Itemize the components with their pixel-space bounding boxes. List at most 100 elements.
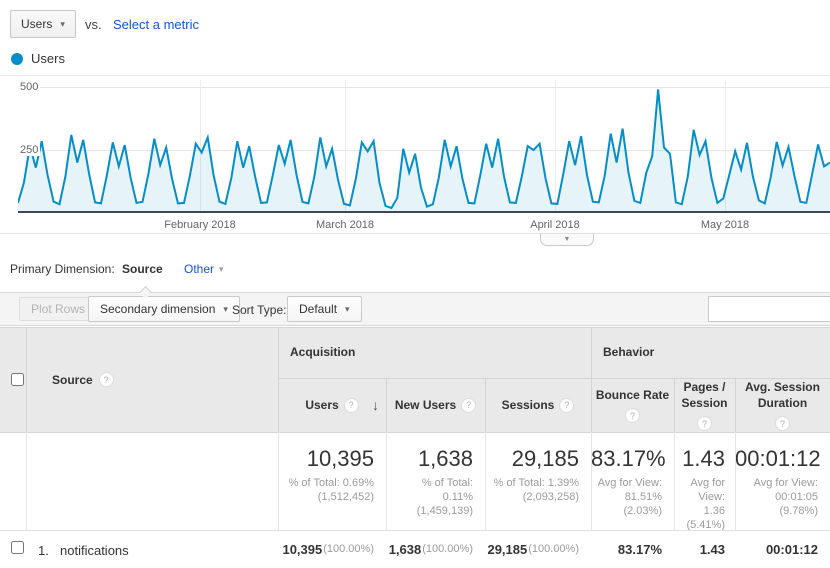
totals-pages-session-cell: 1.43 Avg for View: 1.36 (5.41%) [674, 432, 735, 531]
users-line-chart[interactable] [18, 80, 830, 213]
row-bounce-rate-value: 83.17% [617, 541, 662, 557]
row-checkbox[interactable] [11, 541, 24, 554]
row-sessions-cell: 29,185 (100.00%) [485, 530, 591, 568]
column-header-new-users[interactable]: New Users ? [386, 378, 485, 432]
divider [735, 432, 736, 568]
column-header-sessions[interactable]: Sessions ? [485, 378, 591, 432]
select-a-metric-link[interactable]: Select a metric [113, 17, 199, 32]
row-new-users-value: 1,638 [388, 541, 422, 557]
column-header-pages-session[interactable]: Pages / Session ? [674, 378, 735, 432]
group-header-behavior: Behavior [603, 345, 655, 359]
totals-pages-session-sub: Avg for [690, 477, 725, 489]
row-source-label[interactable]: notifications [60, 543, 129, 558]
y-axis-tick-500: 500 [18, 81, 41, 93]
totals-pages-session-sub: 1.36 [703, 505, 725, 517]
month-gridline [725, 80, 726, 213]
totals-new-users-sub: (1,459,139) [416, 505, 473, 517]
row-users-value: 10,395 [282, 541, 323, 557]
totals-users-sub: % of Total: 0.69% [288, 477, 374, 489]
divider [26, 432, 27, 568]
metric-selector-button[interactable]: Users ▾ [10, 10, 76, 38]
chart-panel-top-border [0, 75, 830, 76]
totals-users-sub: (1,512,452) [317, 491, 374, 503]
totals-users-value: 10,395 [306, 446, 374, 471]
sort-descending-icon[interactable]: ↓ [372, 397, 379, 413]
totals-bounce-rate-sub: (2.03%) [623, 505, 662, 517]
x-axis-month-label: February 2018 [164, 219, 236, 231]
sort-type-label: Sort Type: [232, 303, 287, 317]
dimension-other-label: Other [184, 262, 215, 276]
help-icon[interactable]: ? [559, 397, 575, 413]
totals-pages-session-value: 1.43 [682, 446, 725, 471]
totals-users-cell: 10,395 % of Total: 0.69% (1,512,452) [278, 432, 386, 530]
totals-sessions-value: 29,185 [511, 446, 579, 471]
plot-rows-button[interactable]: Plot Rows [19, 297, 98, 321]
divider [0, 432, 830, 433]
help-icon[interactable]: ? [343, 397, 359, 413]
table-header-background [0, 327, 830, 432]
column-header-avg-duration[interactable]: Avg. Session Duration ? [735, 378, 830, 432]
column-header-users[interactable]: Users ? ↓ [278, 378, 386, 432]
x-axis-month-label: April 2018 [530, 219, 580, 231]
totals-bounce-rate-sub: 81.51% [624, 491, 662, 503]
secondary-dimension-button[interactable]: Secondary dimension ▾ [88, 296, 240, 322]
column-header-bounce-rate[interactable]: Bounce Rate ? [591, 378, 674, 432]
bounce-rate-header-label: Bounce Rate [595, 388, 670, 402]
chart-panel-bottom-border [0, 233, 830, 234]
help-icon[interactable]: ? [625, 408, 640, 423]
totals-bounce-rate-value: 83.17% [591, 446, 666, 471]
help-icon[interactable]: ? [98, 372, 114, 387]
row-checkbox-cell [11, 541, 24, 559]
row-new-users-pct: (100.00%) [422, 543, 473, 555]
dimension-other-link[interactable]: Other ▾ [184, 262, 224, 276]
x-axis-month-label: May 2018 [700, 219, 750, 231]
x-axis-month-label: March 2018 [315, 219, 375, 231]
gridline-500 [18, 87, 830, 88]
divider [278, 378, 830, 379]
row-users-cell: 10,395 (100.00%) [278, 530, 386, 568]
divider [591, 432, 592, 568]
select-all-checkbox-cell [11, 373, 24, 391]
help-icon[interactable]: ? [775, 416, 790, 431]
totals-pages-session-sub: (5.41%) [686, 519, 725, 531]
totals-avg-duration-sub: Avg for View: [753, 477, 818, 489]
chart-line [18, 89, 830, 210]
select-all-checkbox[interactable] [11, 373, 24, 386]
chevron-down-icon: ▼ [563, 236, 571, 243]
totals-sessions-sub: % of Total: 1.39% [493, 477, 579, 489]
search-input[interactable] [708, 296, 830, 322]
month-gridline [555, 80, 556, 213]
divider [278, 432, 279, 568]
avg-duration-header-label: Avg. Session Duration [745, 380, 820, 410]
help-icon[interactable]: ? [461, 397, 477, 413]
y-axis-tick-250: 250 [18, 144, 41, 156]
totals-sessions-cell: 29,185 % of Total: 1.39% (2,093,258) [485, 432, 591, 530]
help-icon[interactable]: ? [697, 416, 712, 431]
divider [386, 432, 387, 568]
x-axis-line [18, 211, 830, 213]
dimension-tab-source[interactable]: Source [122, 262, 163, 276]
divider [591, 327, 592, 432]
month-gridline [345, 80, 346, 213]
group-header-acquisition: Acquisition [290, 345, 356, 359]
row-sessions-value: 29,185 [487, 541, 528, 557]
divider [674, 378, 675, 432]
chevron-down-icon: ▾ [345, 303, 350, 314]
divider [386, 378, 387, 432]
totals-bounce-rate-sub: Avg for View: [597, 477, 662, 489]
column-header-source[interactable]: Source ? [26, 327, 278, 432]
totals-avg-duration-sub: 00:01:05 [775, 491, 818, 503]
row-users-pct: (100.00%) [323, 543, 374, 555]
collapse-chart-tab[interactable]: ▼ [540, 234, 594, 246]
series-legend-dot-icon [11, 53, 23, 65]
row-pages-session-cell: 1.43 [674, 530, 735, 568]
divider [485, 378, 486, 432]
sort-type-dropdown[interactable]: Default ▾ [287, 296, 362, 322]
pages-session-header-label: Pages / Session [681, 380, 728, 410]
source-header-label: Source [52, 372, 93, 387]
table-row[interactable] [0, 530, 830, 568]
row-avg-duration-value: 00:01:12 [765, 541, 818, 557]
sessions-header-label: Sessions [501, 398, 555, 412]
row-rank: 1. [38, 543, 49, 558]
totals-new-users-cell: 1,638 % of Total: 0.11% (1,459,139) [386, 432, 485, 530]
